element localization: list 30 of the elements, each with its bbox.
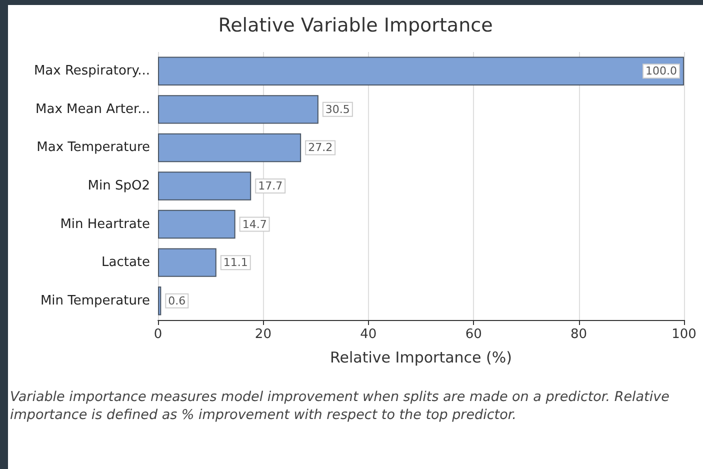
y-tick-label: Lactate bbox=[101, 255, 150, 270]
x-tick-label: 80 bbox=[570, 327, 588, 342]
chart-title: Relative Variable Importance bbox=[218, 14, 493, 36]
data-label: 11.1 bbox=[223, 256, 248, 270]
text: Variable importance measures model improvement when splits are made on a predictor. Relative importance is defined as % improvement with respect to the top predictor. bbox=[10, 388, 670, 424]
x-tick-label: 20 bbox=[254, 327, 272, 342]
bar bbox=[158, 210, 236, 239]
data-label: 30.5 bbox=[325, 102, 350, 116]
data-label: 100.0 bbox=[646, 64, 677, 78]
x-tick-label: 0 bbox=[154, 327, 162, 342]
y-tick-label: Max Temperature bbox=[36, 140, 150, 156]
y-tick-label: Max Mean Arter... bbox=[36, 102, 150, 117]
y-tick-label: Min Temperature bbox=[40, 293, 150, 308]
bar bbox=[158, 133, 302, 162]
y-tick-label: Max Respiratory... bbox=[34, 64, 150, 79]
bar bbox=[158, 286, 162, 316]
x-axis-title: Relative Importance (%) bbox=[330, 348, 512, 366]
y-tick-label: Min SpO2 bbox=[88, 178, 150, 194]
bar bbox=[158, 56, 684, 86]
x-tick-label: 100 bbox=[672, 327, 696, 342]
y-tick-label: Min Heartrate bbox=[60, 216, 150, 232]
data-label: 0.6 bbox=[168, 294, 186, 308]
data-label: 17.7 bbox=[258, 180, 283, 192]
bar bbox=[158, 95, 318, 124]
bar bbox=[158, 248, 216, 277]
x-tick-label: 40 bbox=[360, 327, 377, 342]
bar bbox=[158, 172, 252, 200]
data-label: 14.7 bbox=[242, 218, 267, 231]
x-tick-label: 60 bbox=[465, 327, 482, 342]
data-label: 27.2 bbox=[308, 141, 333, 154]
